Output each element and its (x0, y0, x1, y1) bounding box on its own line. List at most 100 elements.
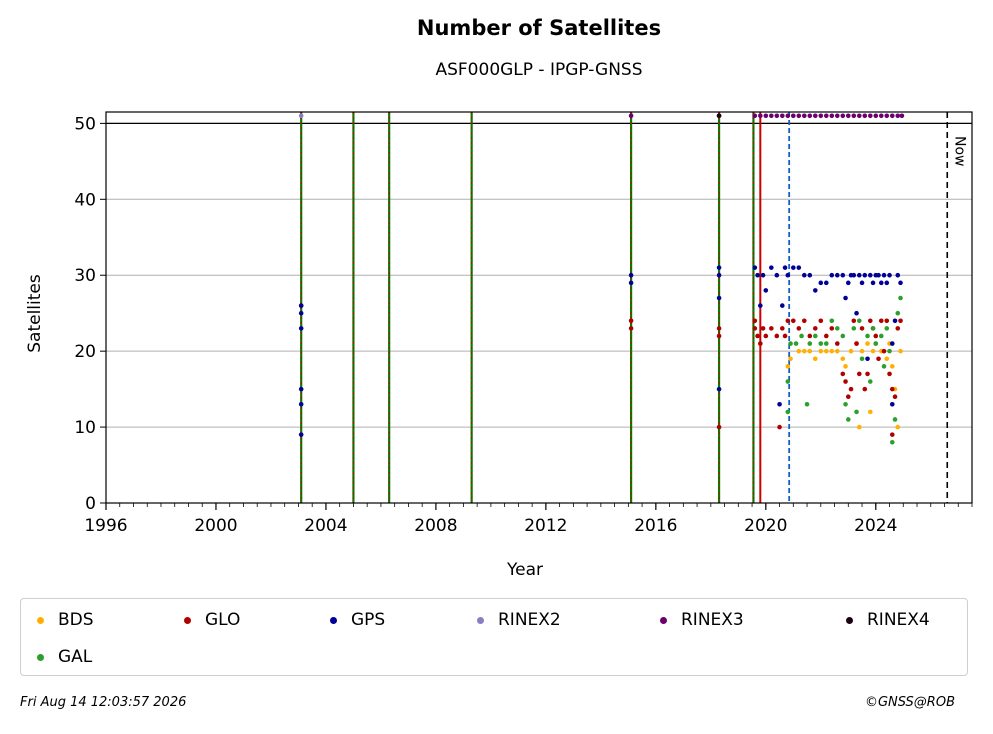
point-gps (716, 295, 722, 301)
point-gps (774, 272, 780, 278)
point-gps (823, 280, 829, 286)
point-gal (785, 379, 791, 384)
point-glo (862, 386, 868, 392)
point-rinex3 (851, 113, 857, 119)
x-tick-label: 2012 (524, 516, 567, 536)
point-glo (807, 333, 813, 339)
point-glo (628, 318, 634, 324)
point-gal (878, 333, 884, 339)
point-gps (782, 265, 788, 270)
legend-item-gal: GAL (37, 644, 92, 670)
point-gps (865, 356, 870, 362)
y-tick-label: 10 (74, 418, 96, 438)
point-bds (898, 348, 903, 354)
point-gal (843, 402, 848, 407)
point-glo (628, 326, 634, 331)
point-gal (889, 439, 895, 445)
legend-marker (477, 616, 484, 624)
point-gps (889, 402, 895, 407)
point-glo (769, 326, 774, 331)
point-gps (807, 272, 813, 278)
point-bds (807, 348, 813, 354)
point-gal (892, 417, 898, 422)
point-rinex3 (780, 113, 785, 119)
point-rinex3 (758, 113, 763, 119)
point-gps (777, 402, 782, 407)
point-bds (829, 348, 835, 354)
point-bds (818, 348, 824, 354)
point-gps (298, 326, 304, 331)
chart-title: Number of Satellites (416, 16, 662, 40)
point-bds (812, 356, 818, 362)
y-tick-label: 50 (74, 114, 96, 134)
point-rinex4 (716, 113, 722, 119)
legend-label: GPS (351, 610, 386, 630)
point-rinex3 (840, 113, 846, 119)
x-tick-label: 2004 (304, 516, 347, 536)
point-gps (870, 280, 876, 286)
point-glo (755, 333, 760, 339)
point-gps (876, 272, 881, 278)
point-rinex3 (884, 113, 890, 119)
y-tick-label: 20 (74, 342, 96, 362)
point-gps (716, 386, 722, 392)
point-gal (793, 341, 799, 346)
point-glo (758, 341, 763, 346)
point-glo (881, 348, 887, 354)
point-gal (898, 295, 903, 301)
point-glo (829, 326, 835, 331)
point-rinex3 (889, 113, 895, 119)
point-glo (884, 318, 890, 324)
legend-marker (184, 616, 191, 624)
point-glo (867, 318, 873, 324)
point-gps (801, 272, 807, 278)
point-bds (865, 341, 870, 346)
legend-marker (330, 616, 337, 624)
point-gps (298, 303, 304, 308)
now-label: Now (951, 136, 967, 167)
point-gal (799, 333, 804, 339)
point-gal (856, 318, 862, 324)
point-glo (887, 371, 892, 377)
point-gps (818, 280, 824, 286)
point-bds (859, 348, 865, 354)
point-bds (801, 348, 807, 354)
point-gal (785, 409, 791, 415)
legend-label: RINEX4 (867, 610, 930, 630)
point-glo (851, 318, 857, 324)
y-tick-label: 0 (85, 494, 96, 514)
point-gps (298, 402, 304, 407)
point-glo (760, 326, 766, 331)
point-gps (298, 310, 304, 316)
point-glo (889, 432, 895, 437)
point-gps (829, 272, 835, 278)
point-rinex3 (763, 113, 769, 119)
point-rinex3 (873, 113, 879, 119)
point-bds (867, 409, 873, 415)
point-glo (716, 424, 722, 430)
point-bds (889, 364, 895, 369)
point-gps (780, 303, 785, 308)
point-glo (845, 394, 851, 400)
legend-label: RINEX3 (681, 610, 744, 630)
point-bds (796, 348, 802, 354)
point-gal (859, 356, 865, 362)
legend-label: GLO (205, 610, 241, 630)
point-glo (774, 333, 780, 339)
footer-timestamp: Fri Aug 14 12:03:57 2026 (20, 695, 187, 710)
point-glo (889, 386, 895, 392)
point-gal (884, 326, 890, 331)
point-gal (829, 318, 835, 324)
point-glo (859, 326, 865, 331)
point-glo (796, 326, 802, 331)
point-glo (848, 386, 854, 392)
point-gps (859, 280, 865, 286)
point-gal (804, 402, 810, 407)
point-glo (854, 341, 859, 346)
point-glo (876, 356, 881, 362)
point-gal (812, 333, 818, 339)
point-rinex3 (769, 113, 774, 119)
point-gps (898, 280, 903, 286)
point-gps (854, 310, 859, 316)
point-gal (865, 333, 870, 339)
